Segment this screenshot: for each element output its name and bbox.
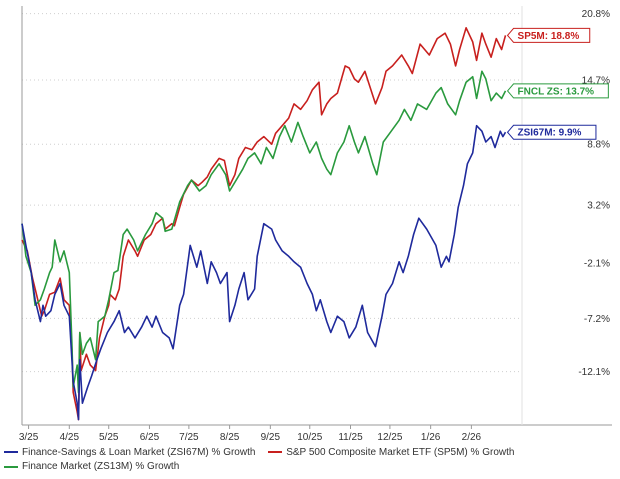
x-tick-label: 11/25 <box>338 432 363 443</box>
legend-label-sp500: S&P 500 Composite Market ETF (SP5M) % Gr… <box>286 446 515 458</box>
x-tick-label: 10/25 <box>297 432 322 443</box>
x-tick-label: 4/25 <box>60 432 80 443</box>
end-tag-box-finance-market <box>506 83 609 99</box>
x-tick-label: 6/25 <box>140 432 160 443</box>
legend-label-finance-market: Finance Market (ZS13M) % Growth <box>22 461 180 472</box>
y-tick-label: -7.2% <box>584 314 610 325</box>
legend-item-finance-market: Finance Market (ZS13M) % Growth <box>4 460 179 473</box>
end-value-tags: SP5M: 18.8% FNCL ZS: 13.7% ZSI67M: 9.9% <box>506 27 609 140</box>
y-tick-label: 8.8% <box>587 140 610 151</box>
series-lines <box>21 26 507 421</box>
end-tag-finance-market: FNCL ZS: 13.7% <box>506 83 609 99</box>
chart-legend: Finance-Savings & Loan Market (ZSI67M) %… <box>4 444 616 473</box>
end-tag-label-savings-loan: ZSI67M: 9.9% <box>518 128 582 139</box>
end-tag-box-savings-loan <box>506 124 597 140</box>
x-tick-label: 7/25 <box>179 432 199 443</box>
x-tick-label: 12/25 <box>377 432 402 443</box>
y-tick-label: 3.2% <box>587 201 610 212</box>
end-tag-label-finance-market: FNCL ZS: 13.7% <box>518 86 595 97</box>
series-line-savings-loan <box>21 124 507 421</box>
y-tick-label: 20.8% <box>582 9 610 20</box>
end-tag-label-sp500: SP5M: 18.8% <box>518 31 580 42</box>
axes <box>21 6 612 429</box>
legend-label-savings-loan: Finance-Savings & Loan Market (ZSI67M) %… <box>22 446 256 458</box>
x-tick-label: 9/25 <box>261 432 281 443</box>
tick-labels: 20.8% 14.7% 8.8% 3.2% -2.1% -7.2% -12.1% 3/25 4/… <box>19 9 610 443</box>
y-tick-label: 14.7% <box>582 76 610 87</box>
x-tick-label: 1/26 <box>421 432 441 443</box>
x-tick-label: 3/25 <box>19 432 39 443</box>
series-line-finance-market <box>21 70 507 394</box>
legend-swatch-savings-loan <box>4 451 18 453</box>
legend-item-sp500: S&P 500 Composite Market ETF (SP5M) % Gr… <box>268 446 514 459</box>
gridlines <box>22 13 520 373</box>
series-line-sp500 <box>21 26 507 421</box>
x-tick-label: 5/25 <box>99 432 119 443</box>
legend-item-savings-loan: Finance-Savings & Loan Market (ZSI67M) %… <box>4 446 255 459</box>
legend-swatch-finance-market <box>4 465 18 468</box>
end-tag-sp500: SP5M: 18.8% <box>506 27 591 43</box>
legend-swatch-sp500 <box>268 451 283 453</box>
x-tick-label: 2/26 <box>462 432 482 443</box>
end-tag-box-sp500 <box>506 27 591 43</box>
y-tick-label: -2.1% <box>584 258 610 269</box>
y-tick-label: -12.1% <box>578 367 610 378</box>
x-tick-label: 8/25 <box>220 432 240 443</box>
end-tag-savings-loan: ZSI67M: 9.9% <box>506 124 597 140</box>
